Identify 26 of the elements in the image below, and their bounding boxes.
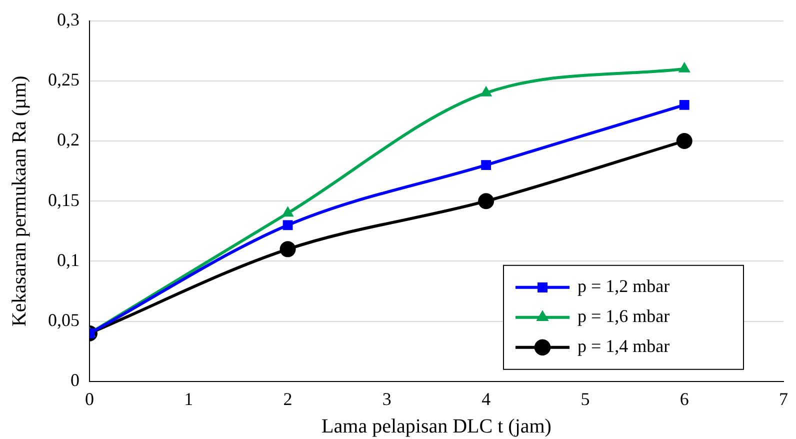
point: [676, 133, 692, 149]
x-tick-label: 5: [580, 388, 590, 409]
point: [280, 241, 296, 258]
x-tick-label: 3: [382, 388, 392, 409]
x-tick-label: 1: [184, 388, 194, 409]
y-tick-label: 0,1: [57, 250, 80, 270]
legend-label: p = 1,2 mbar: [578, 276, 670, 296]
x-tick-label: 2: [283, 388, 292, 409]
point: [478, 193, 494, 210]
x-tick-label: 7: [779, 388, 788, 409]
y-tick-label: 0,2: [57, 130, 80, 150]
legend-label: p = 1,6 mbar: [578, 306, 670, 326]
point: [679, 100, 690, 110]
y-tick-label: 0,15: [48, 190, 80, 210]
y-tick-label: 0: [70, 370, 80, 390]
y-tick-label: 0,3: [57, 10, 80, 30]
y-tick-label: 0,05: [48, 310, 80, 330]
point: [481, 160, 492, 170]
x-tick-label: 0: [85, 388, 94, 409]
legend-label: p = 1,4 mbar: [578, 336, 670, 356]
y-tick-label: 0,25: [48, 70, 80, 90]
x-tick-label: 6: [680, 388, 689, 409]
point: [282, 220, 293, 230]
y-axis-title: Kekasaran permukaan Ra (µm): [8, 76, 30, 327]
x-tick-label: 4: [482, 388, 491, 409]
x-axis-title: Lama pelapisan DLC t (jam): [322, 415, 552, 438]
